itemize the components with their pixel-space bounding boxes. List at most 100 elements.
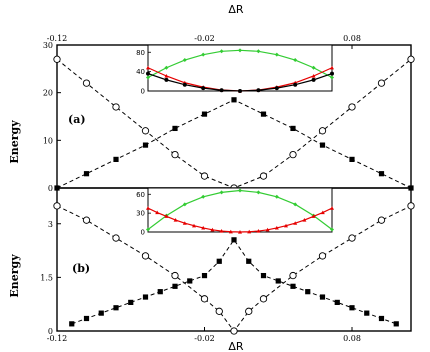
panel-a-inset-y-tick-label: 80 [136, 49, 145, 57]
panel-b-series-1-point [393, 321, 399, 327]
panel-b-inset-y-tick-label: 30 [136, 210, 145, 218]
panel-a-series-1-point [142, 142, 149, 148]
panel-a-series-1-point [349, 156, 355, 162]
panel-a-series-1-point [113, 156, 119, 162]
panel-b-inset-series-1-point [256, 229, 261, 233]
panel-b-x-tick-label: -0.12 [47, 334, 68, 343]
panel-a-series-0-point [407, 55, 415, 63]
panel-a-inset-series-2-point [201, 86, 206, 91]
panel-b-series-1-point [187, 278, 193, 284]
panel-b-series-1-point [113, 305, 119, 311]
panel-b-series-0-point [112, 234, 120, 242]
panel-a-inset-series-2-point [182, 82, 187, 87]
panel-b-series-1-point [378, 315, 385, 322]
panel-a-series-1-point [319, 142, 326, 148]
bottom-x-axis-label: ΔR [228, 340, 244, 352]
panel-b-series-1-point [83, 315, 90, 322]
panel-b-inset-series-1-point [164, 214, 169, 218]
panel-b-inset-series-1-point [173, 218, 178, 222]
panel-b-inset-series-1-point [219, 229, 224, 233]
panel-a: Energy (a) -0.12 -0.02 0.08 0 10 20 30 0 40 80 [8, 34, 415, 193]
panel-b-inset-series-1-point [238, 230, 242, 234]
panel-a-inset: 0 40 80 [136, 44, 334, 96]
panel-a-inset-series-2-point [274, 86, 279, 91]
panel-a-y-tick-label: 30 [43, 41, 53, 50]
panel-b-series-1-point [305, 289, 311, 295]
panel-a-inset-series-2-point [256, 88, 261, 93]
panel-a-inset-series-0-point [219, 49, 224, 54]
panel-b-series-1-point [260, 272, 267, 279]
panel-a-inset-series-2-point [146, 71, 150, 76]
panel-a-inset-series-2-point [164, 77, 169, 82]
panel-b-inset-series [146, 188, 334, 234]
panel-a-y-tick-label: 10 [43, 136, 53, 145]
panel-b-series [53, 202, 415, 335]
panel-a-y-ticks: 0 10 20 30 [43, 41, 61, 193]
panel-a-series-0-point [141, 127, 150, 135]
panel-b-series-1-point [142, 294, 149, 300]
panel-b-series-1-point [69, 321, 75, 327]
panel-a-series-1-point [290, 125, 296, 132]
panel-a-series-0-point [318, 127, 327, 135]
panel-a-series-0-point [200, 172, 209, 180]
panel-b-series-1-point [364, 310, 370, 316]
panel-b-inset-series-1-point [247, 229, 252, 234]
panel-b-y-tick-label: 0 [48, 327, 53, 336]
panel-b-series-0-point [348, 234, 356, 242]
panel-b-inset-series-1-point [210, 227, 215, 232]
panel-b-inset-series-1-point [293, 221, 298, 225]
panel-b-y-tick-label: 3 [48, 220, 53, 229]
panel-a-inset-y-tick-label: 40 [136, 68, 145, 76]
panel-a-inset-series-1-point [311, 73, 316, 78]
panel-b-inset-series-1-point [201, 225, 206, 230]
panel-b-series-1-point [98, 310, 104, 316]
panel-b-series-1-point [349, 305, 355, 311]
panel-a-inset-series-0-point [146, 75, 150, 80]
panel-a-inset-series-0-point [182, 58, 187, 63]
panel-b-series-1-point [231, 237, 237, 243]
panel-b-inset-series-1-point [284, 223, 288, 228]
panel-a-inset-series-0-point [330, 75, 334, 80]
panel-a-series-0-point [348, 103, 356, 111]
panel-a-series-1-point [201, 111, 208, 117]
panel-b-series-0-point [318, 252, 327, 260]
panel-b-series-0-point [289, 271, 297, 280]
panel-b-series-1-point [319, 294, 326, 300]
panel-b-label: (b) [72, 262, 90, 275]
panel-b-inset: 0 30 60 [136, 187, 334, 237]
panel-b-series-0-point [215, 307, 223, 315]
panel-b-inset-series-1-point [330, 206, 334, 210]
panel-b-inset-series-1-point [265, 227, 270, 232]
panel-a-inset-series-2-point [238, 89, 242, 93]
panel-b-y-ticks: 01.53 [40, 220, 61, 336]
panel-b-series-0-point [82, 216, 91, 224]
panel-b-inset-series-0-point [182, 202, 187, 207]
panel-a-y-tick-label: 20 [43, 89, 53, 98]
panel-b-series-0-point [259, 295, 268, 303]
panel-a-series-0-point [171, 150, 179, 159]
panel-b-inset-series-1-point [311, 214, 316, 218]
panel-b-series-1-point [216, 258, 222, 264]
panel-a-y-axis-label: Energy [8, 120, 21, 164]
panel-b-series-1-point [172, 283, 178, 289]
panel-b-series-0-point [141, 252, 150, 260]
panel-b-inset-series-1-point [274, 225, 279, 230]
panel-a-x-tick-label: -0.12 [47, 34, 68, 43]
panel-b-inset-series-0-point [293, 202, 298, 207]
panel-a-series-1-line [56, 99, 412, 189]
panel-a-series-1-point [378, 171, 385, 177]
panel-b-series-0-point [407, 202, 415, 210]
panel-b-inset-series-1-point [320, 210, 325, 215]
panel-b-series-1-point [246, 258, 252, 264]
panel-b-series-0-point [200, 295, 209, 303]
panel-b-series-0-point [230, 327, 238, 335]
panel-b-series-0-point [245, 307, 253, 315]
panel-a-inset-series-0-point [164, 65, 169, 70]
panel-a-series-0-point [377, 79, 386, 87]
panel-b-series-1-point [128, 299, 134, 305]
panel-a-series-0-point [289, 150, 297, 159]
panel-b-inset-frame [147, 187, 333, 233]
panel-b-inset-series-0-point [330, 227, 334, 232]
panel-a-series-1-point [231, 97, 237, 103]
